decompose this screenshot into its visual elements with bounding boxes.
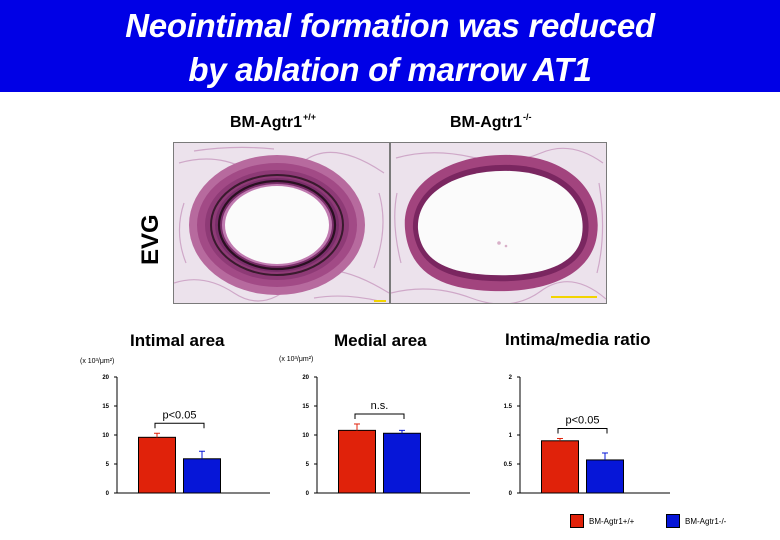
legend-label-wild-type: BM-Agtr1+/+ bbox=[589, 516, 635, 526]
chart-title-medial-area: Medial area bbox=[334, 331, 427, 350]
intimal-area-y-tick-label: 20 bbox=[102, 375, 109, 381]
title-banner: Neointimal formation was reduced by abla… bbox=[0, 0, 780, 92]
legend-swatch-wild-type bbox=[570, 514, 584, 528]
medial-area-bar bbox=[338, 429, 376, 494]
intima-media-ratio-y-tick-label: 0.5 bbox=[504, 462, 513, 468]
title-line-1: Neointimal formation was reduced bbox=[125, 7, 655, 44]
medial-area-y-tick-label: 0 bbox=[306, 491, 310, 497]
group-label-wild-type: BM-Agtr1+/+ bbox=[230, 112, 316, 132]
group-label-knockout: BM-Agtr1-/- bbox=[450, 112, 532, 132]
intimal-area-y-tick-label: 5 bbox=[106, 462, 110, 468]
chart-title-intima-media-ratio: Intima/media ratio bbox=[505, 330, 651, 349]
artery-section-wild-type-graphic bbox=[174, 143, 389, 303]
legend-item-knockout: BM-Agtr1-/- bbox=[666, 513, 726, 529]
intima-media-ratio-y-tick-label: 1.5 bbox=[504, 404, 513, 410]
intimal-area-significance-label: p<0.05 bbox=[163, 409, 197, 421]
intimal-area-significance-bracket bbox=[154, 422, 205, 429]
histology-image-wild-type bbox=[173, 142, 390, 304]
intima-media-ratio-bar bbox=[586, 459, 624, 494]
intima-media-ratio-y-tick-label: 2 bbox=[509, 375, 513, 381]
intimal-area-y-tick-label: 0 bbox=[106, 491, 110, 497]
medial-area-y-tick-label: 20 bbox=[302, 375, 309, 381]
medial-area-bar bbox=[383, 432, 421, 494]
medial-area-significance-label: n.s. bbox=[371, 400, 389, 412]
intimal-area-bar bbox=[138, 436, 176, 494]
medial-area-y-tick-label: 5 bbox=[306, 462, 310, 468]
intimal-area-bar bbox=[183, 458, 221, 494]
group-label-wild-type-base: BM-Agtr1 bbox=[230, 114, 302, 131]
legend-swatch-knockout bbox=[666, 514, 680, 528]
medial-area-y-tick-label: 15 bbox=[302, 404, 309, 410]
group-label-knockout-genotype: -/- bbox=[523, 112, 532, 122]
intimal-area-y-tick-label: 15 bbox=[102, 404, 109, 410]
medial-area-significance-bracket bbox=[354, 413, 405, 419]
histology-image-knockout bbox=[390, 142, 607, 304]
intima-media-ratio-bar bbox=[541, 440, 579, 494]
title-line-2: by ablation of marrow AT1 bbox=[188, 51, 592, 88]
intima-media-ratio-y-tick-label: 1 bbox=[509, 433, 513, 439]
intima-media-ratio-y-tick-label: 0 bbox=[509, 491, 513, 497]
group-label-knockout-base: BM-Agtr1 bbox=[450, 114, 522, 131]
intimal-area-y-tick-label: 10 bbox=[102, 433, 109, 439]
medial-area-y-tick-label: 10 bbox=[302, 433, 309, 439]
chart-title-intimal-area: Intimal area bbox=[130, 331, 225, 350]
unit-label-medial-area: (x 10³/μm²) bbox=[279, 356, 314, 363]
group-label-wild-type-genotype: +/+ bbox=[303, 112, 317, 122]
unit-label-intimal-area: (x 10³/μm²) bbox=[80, 358, 115, 365]
intima-media-ratio-significance-label: p<0.05 bbox=[566, 414, 600, 426]
legend-label-knockout: BM-Agtr1-/- bbox=[685, 516, 727, 526]
artery-section-knockout-graphic bbox=[391, 143, 606, 303]
legend-item-wild-type: BM-Agtr1+/+ bbox=[570, 513, 634, 529]
intima-media-ratio-significance-bracket bbox=[557, 427, 608, 434]
